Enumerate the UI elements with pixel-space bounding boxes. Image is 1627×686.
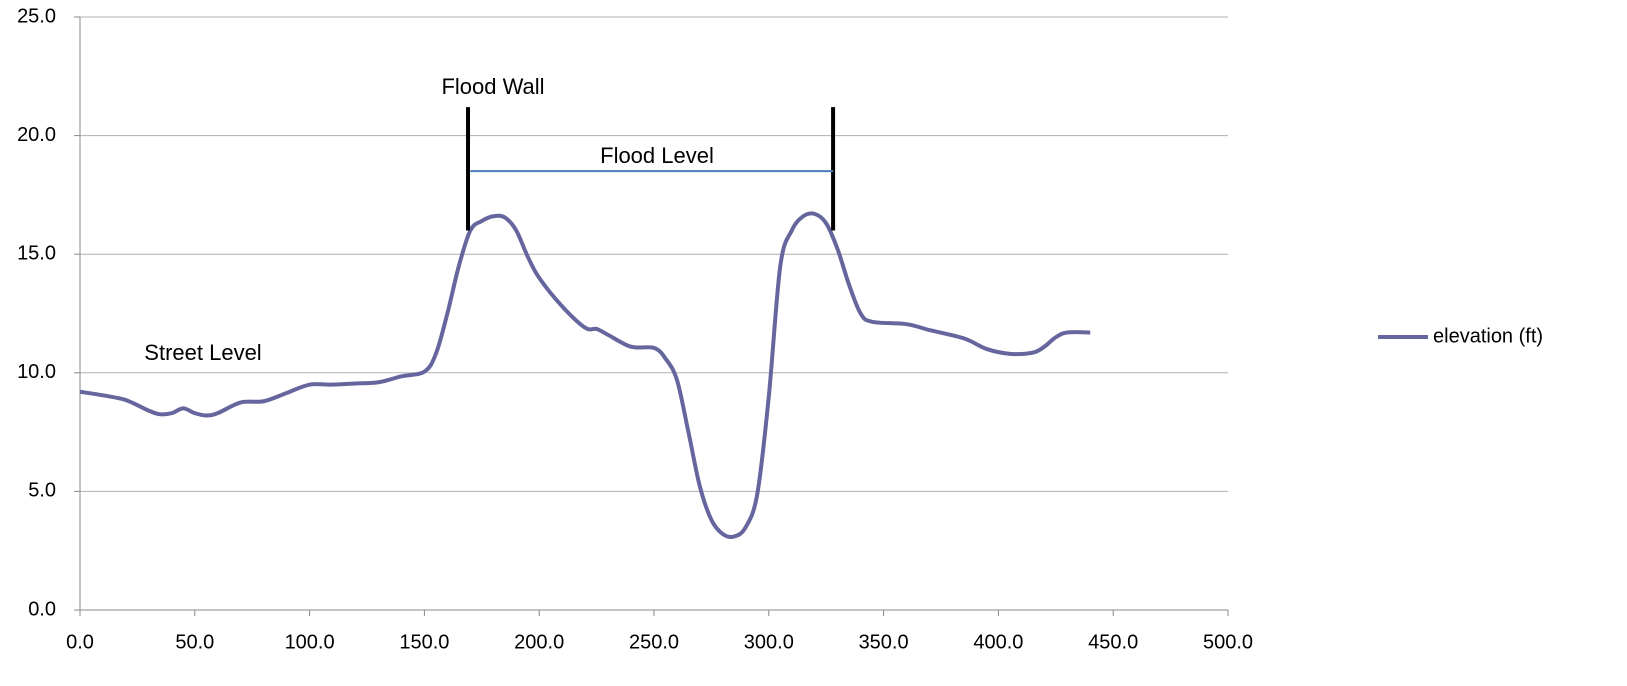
x-tick-label: 0.0 xyxy=(66,631,94,653)
x-tick-label: 400.0 xyxy=(973,631,1023,653)
annotation: Street Level xyxy=(144,340,261,365)
x-tick-label: 200.0 xyxy=(514,631,564,653)
legend-label: elevation (ft) xyxy=(1433,325,1543,347)
x-tick-label: 450.0 xyxy=(1088,631,1138,653)
y-tick-label: 5.0 xyxy=(28,480,56,502)
x-tick-label: 350.0 xyxy=(859,631,909,653)
series-line xyxy=(79,211,1091,539)
x-tick-label: 300.0 xyxy=(744,631,794,653)
x-tick-label: 50.0 xyxy=(175,631,214,653)
x-tick-label: 150.0 xyxy=(399,631,449,653)
x-tick-label: 100.0 xyxy=(285,631,335,653)
annotation: Flood Wall xyxy=(441,74,544,99)
x-tick-label: 250.0 xyxy=(629,631,679,653)
y-tick-label: 0.0 xyxy=(28,598,56,620)
annotation: Flood Level xyxy=(600,143,714,168)
y-tick-label: 10.0 xyxy=(17,361,56,383)
y-tick-label: 20.0 xyxy=(17,124,56,146)
y-tick-label: 25.0 xyxy=(17,5,56,27)
y-tick-label: 15.0 xyxy=(17,242,56,264)
x-tick-label: 500.0 xyxy=(1203,631,1253,653)
